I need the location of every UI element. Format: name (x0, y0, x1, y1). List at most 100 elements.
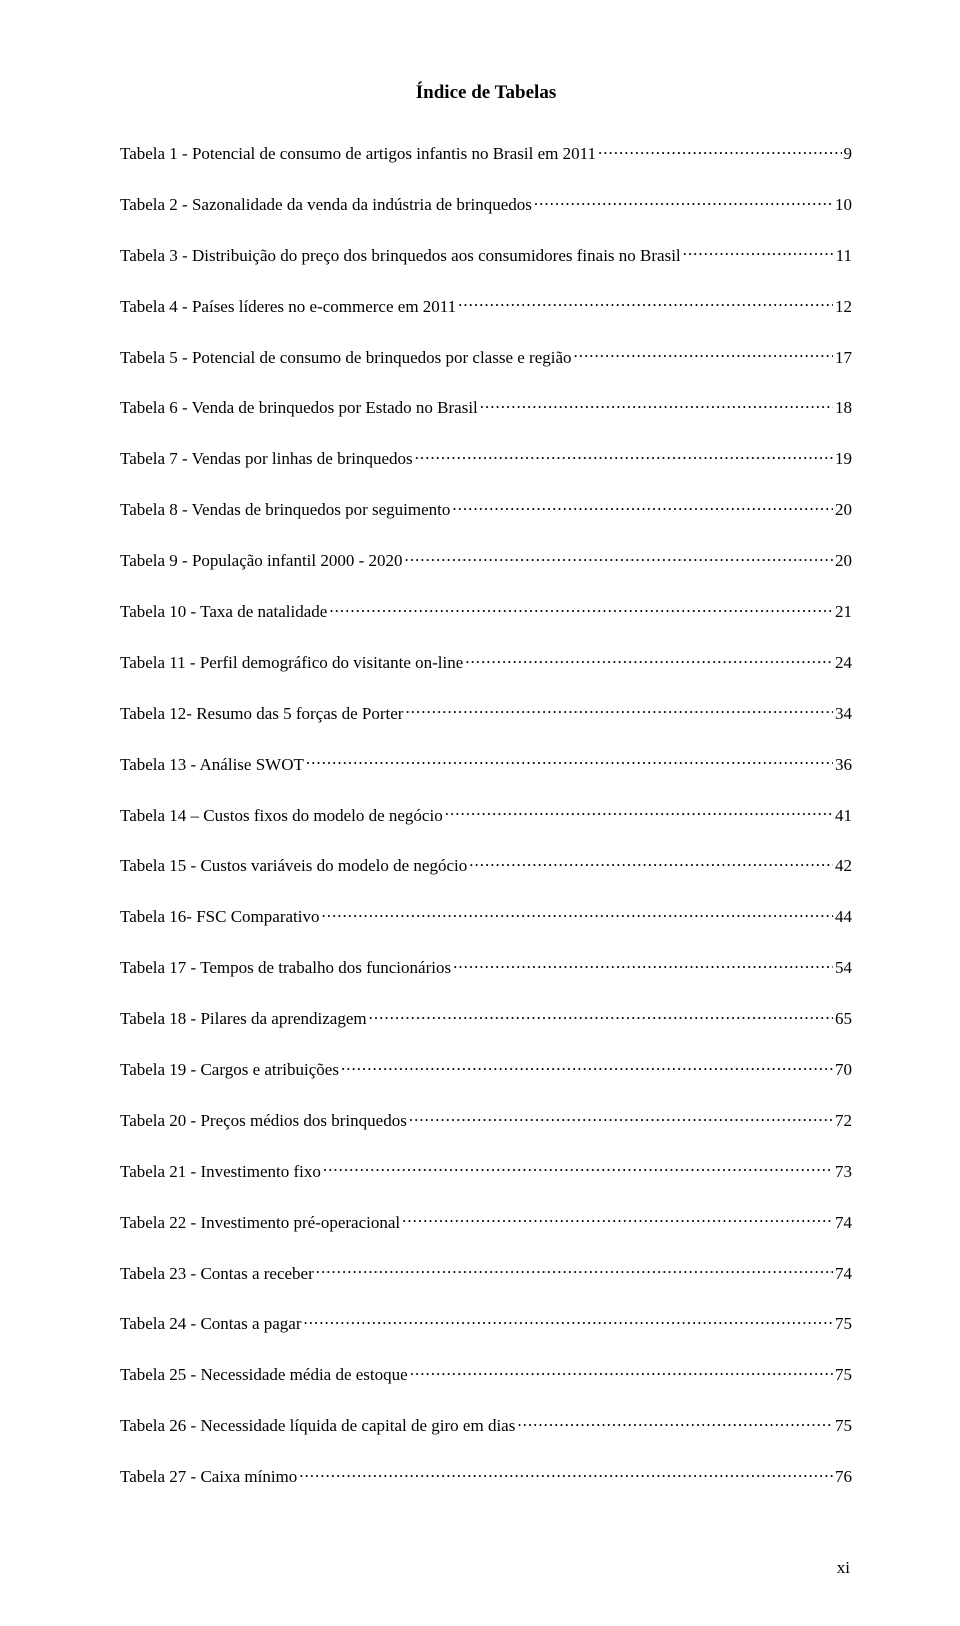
toc-entry-page: 10 (835, 195, 852, 215)
toc-leader-dots (405, 702, 833, 719)
toc-entry: Tabela 18 - Pilares da aprendizagem65 (120, 1007, 852, 1029)
toc-leader-dots (405, 549, 833, 566)
toc-entry-label: Tabela 10 - Taxa de natalidade (120, 602, 327, 622)
toc-entry-page: 76 (835, 1467, 852, 1487)
toc-entry: Tabela 17 - Tempos de trabalho dos funci… (120, 956, 852, 978)
toc-entry-page: 20 (835, 551, 852, 571)
toc-leader-dots (415, 447, 833, 464)
document-page: Índice de Tabelas Tabela 1 - Potencial d… (0, 0, 960, 1626)
toc-leader-dots (598, 142, 842, 159)
toc-entry: Tabela 10 - Taxa de natalidade 21 (120, 600, 852, 622)
toc-leader-dots (321, 905, 833, 922)
toc-entry-page: 21 (835, 602, 852, 622)
toc-entry-label: Tabela 18 - Pilares da aprendizagem (120, 1009, 367, 1029)
toc-entry-label: Tabela 21 - Investimento fixo (120, 1162, 321, 1182)
toc-leader-dots (574, 346, 833, 363)
toc-entry: Tabela 16- FSC Comparativo 44 (120, 905, 852, 927)
toc-leader-dots (465, 651, 833, 668)
toc-entry-page: 75 (835, 1365, 852, 1385)
toc-entry-label: Tabela 2 - Sazonalidade da venda da indú… (120, 195, 532, 215)
toc-entry: Tabela 3 - Distribuição do preço dos bri… (120, 244, 852, 266)
toc-leader-dots (452, 498, 833, 515)
toc-entry-page: 24 (835, 653, 852, 673)
toc-entry: Tabela 8 - Vendas de brinquedos por segu… (120, 498, 852, 520)
toc-leader-dots (453, 956, 833, 973)
toc-entry-page: 17 (835, 348, 852, 368)
toc-entry: Tabela 14 – Custos fixos do modelo de ne… (120, 804, 852, 826)
toc-entry-label: Tabela 22 - Investimento pré-operacional (120, 1213, 400, 1233)
toc-entry-page: 74 (835, 1264, 852, 1284)
toc-entry: Tabela 11 - Perfil demográfico do visita… (120, 651, 852, 673)
toc-entry: Tabela 13 - Análise SWOT 36 (120, 753, 852, 775)
toc-entry-label: Tabela 5 - Potencial de consumo de brinq… (120, 348, 572, 368)
toc-entry: Tabela 20 - Preços médios dos brinquedos… (120, 1109, 852, 1131)
toc-entry-label: Tabela 1 - Potencial de consumo de artig… (120, 144, 596, 164)
toc-leader-dots (369, 1007, 833, 1024)
toc-entry: Tabela 7 - Vendas por linhas de brinqued… (120, 447, 852, 469)
toc-leader-dots (323, 1160, 833, 1177)
toc-leader-dots (445, 804, 833, 821)
toc-entry-label: Tabela 12- Resumo das 5 forças de Porter (120, 704, 403, 724)
toc-leader-dots (304, 1312, 834, 1329)
toc-entry-page: 44 (835, 907, 852, 927)
toc-entry: Tabela 22 - Investimento pré-operacional… (120, 1211, 852, 1233)
toc-entry-label: Tabela 25 - Necessidade média de estoque (120, 1365, 408, 1385)
toc-entry: Tabela 27 - Caixa mínimo 76 (120, 1465, 852, 1487)
toc-entry-label: Tabela 6 - Venda de brinquedos por Estad… (120, 398, 478, 418)
toc-entry-label: Tabela 3 - Distribuição do preço dos bri… (120, 246, 681, 266)
toc-entry-page: 74 (835, 1213, 852, 1233)
toc-entry-label: Tabela 23 - Contas a receber (120, 1264, 314, 1284)
toc-entry-page: 36 (835, 755, 852, 775)
toc-entry-page: 19 (835, 449, 852, 469)
toc-leader-dots (402, 1211, 833, 1228)
page-title: Índice de Tabelas (120, 82, 852, 104)
toc-entry-label: Tabela 9 - População infantil 2000 - 202… (120, 551, 403, 571)
toc-entry-label: Tabela 16- FSC Comparativo (120, 907, 319, 927)
toc-entry: Tabela 15 - Custos variáveis do modelo d… (120, 854, 852, 876)
toc-entry: Tabela 4 - Países líderes no e-commerce … (120, 295, 852, 317)
toc-entry: Tabela 19 - Cargos e atribuições 70 (120, 1058, 852, 1080)
toc-entry-page: 12 (835, 297, 852, 317)
toc-leader-dots (517, 1414, 833, 1431)
page-number: xi (837, 1558, 850, 1578)
table-of-contents: Tabela 1 - Potencial de consumo de artig… (120, 142, 852, 1488)
toc-entry-label: Tabela 4 - Países líderes no e-commerce … (120, 297, 456, 317)
toc-entry-page: 54 (835, 958, 852, 978)
toc-entry-page: 75 (835, 1314, 852, 1334)
toc-entry-label: Tabela 14 – Custos fixos do modelo de ne… (120, 806, 443, 826)
toc-entry: Tabela 21 - Investimento fixo 73 (120, 1160, 852, 1182)
toc-entry: Tabela 2 - Sazonalidade da venda da indú… (120, 193, 852, 215)
toc-entry: Tabela 25 - Necessidade média de estoque… (120, 1363, 852, 1385)
toc-entry: Tabela 26 - Necessidade líquida de capit… (120, 1414, 852, 1436)
toc-leader-dots (469, 854, 833, 871)
toc-leader-dots (316, 1262, 833, 1279)
toc-entry-page: 11 (836, 246, 852, 266)
toc-entry-label: Tabela 7 - Vendas por linhas de brinqued… (120, 449, 413, 469)
toc-entry-page: 18 (835, 398, 852, 418)
toc-entry: Tabela 12- Resumo das 5 forças de Porter… (120, 702, 852, 724)
toc-entry-label: Tabela 13 - Análise SWOT (120, 755, 304, 775)
toc-entry-page: 75 (835, 1416, 852, 1436)
toc-leader-dots (306, 753, 833, 770)
toc-entry: Tabela 9 - População infantil 2000 - 202… (120, 549, 852, 571)
toc-entry-page: 20 (835, 500, 852, 520)
toc-entry-page: 70 (835, 1060, 852, 1080)
toc-entry-label: Tabela 19 - Cargos e atribuições (120, 1060, 339, 1080)
toc-leader-dots (480, 396, 833, 413)
toc-leader-dots (458, 295, 833, 312)
toc-entry-page: 73 (835, 1162, 852, 1182)
toc-entry-page: 41 (835, 806, 852, 826)
toc-entry-label: Tabela 26 - Necessidade líquida de capit… (120, 1416, 515, 1436)
toc-leader-dots (683, 244, 834, 261)
toc-entry-label: Tabela 20 - Preços médios dos brinquedos (120, 1111, 407, 1131)
toc-leader-dots (409, 1109, 833, 1126)
toc-entry-label: Tabela 27 - Caixa mínimo (120, 1467, 297, 1487)
toc-entry: Tabela 23 - Contas a receber 74 (120, 1262, 852, 1284)
toc-entry-page: 42 (835, 856, 852, 876)
toc-leader-dots (299, 1465, 833, 1482)
toc-entry: Tabela 24 - Contas a pagar75 (120, 1312, 852, 1334)
toc-entry-label: Tabela 15 - Custos variáveis do modelo d… (120, 856, 467, 876)
toc-leader-dots (534, 193, 833, 210)
toc-entry-page: 34 (835, 704, 852, 724)
toc-leader-dots (329, 600, 833, 617)
